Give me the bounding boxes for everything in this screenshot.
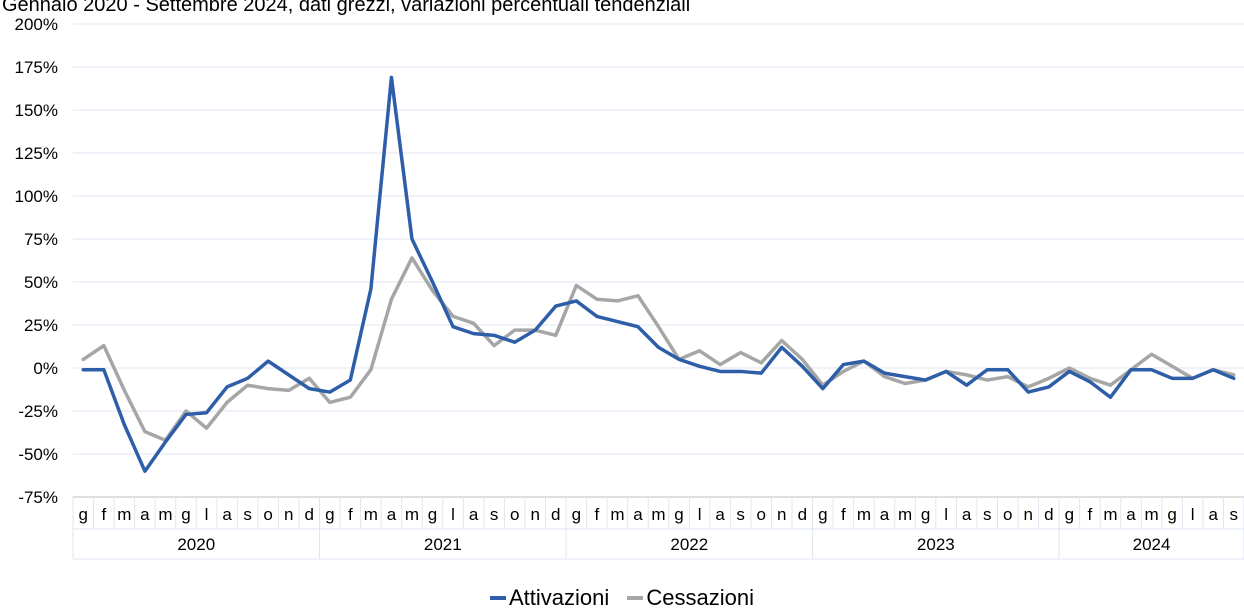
x-tick-label: d [798,505,807,524]
x-tick-label: l [1191,505,1195,524]
x-tick-label: d [1044,505,1053,524]
x-tick-label: g [79,505,88,524]
x-tick-label: n [777,505,786,524]
x-tick-label: s [490,505,499,524]
y-tick-label: 75% [24,230,58,249]
x-tick-label: a [222,505,232,524]
y-tick-label: 0% [33,359,58,378]
x-tick-label: a [1126,505,1136,524]
x-tick-label: g [921,505,930,524]
x-tick-label: f [348,505,353,524]
x-group-label: 2024 [1133,535,1171,554]
x-tick-label: m [1103,505,1117,524]
x-tick-label: g [181,505,190,524]
y-axis: -75% -50% -25% 0% 25% 50% 75% 100% 125% 150% 175% 2… [15,15,58,507]
legend: Attivazioni Cessazioni [0,580,1244,611]
x-tick-label: s [736,505,745,524]
x-tick-label: a [962,505,972,524]
x-tick-label: n [1024,505,1033,524]
x-tick-label: m [158,505,172,524]
series-lines [81,75,1236,473]
x-tick-label: s [243,505,252,524]
series-line-attivazioni [81,75,1236,473]
y-tick-label: -75% [18,488,58,507]
x-tick-label: f [1088,505,1093,524]
x-tick-label: g [572,505,581,524]
y-tick-label: -25% [18,402,58,421]
x-group-label: 2020 [177,535,215,554]
x-tick-label: m [405,505,419,524]
legend-label-cessazioni: Cessazioni [646,585,754,610]
x-tick-label: a [880,505,890,524]
x-tick-label: m [857,505,871,524]
legend-swatch-attivazioni [489,596,506,600]
x-tick-label: l [205,505,209,524]
x-tick-label: s [983,505,992,524]
x-tick-label: o [756,505,765,524]
x-group-label: 2022 [670,535,708,554]
x-tick-label: l [451,505,455,524]
legend-item-cessazioni: Cessazioni [627,585,754,611]
x-tick-label: a [715,505,725,524]
x-tick-label: m [610,505,624,524]
x-group-label: 2023 [917,535,955,554]
x-tick-label: o [1003,505,1012,524]
gridlines [73,23,1244,498]
x-tick-label: o [263,505,272,524]
legend-item-attivazioni: Attivazioni [489,585,610,611]
x-tick-label: f [841,505,846,524]
x-tick-label: m [117,505,131,524]
x-tick-label: g [1065,505,1074,524]
x-tick-label: m [364,505,378,524]
y-tick-label: 100% [15,187,58,206]
x-tick-label: d [551,505,560,524]
y-tick-label: 50% [24,273,58,292]
x-group-label: 2021 [424,535,462,554]
y-tick-label: 150% [15,101,58,120]
x-tick-label: g [428,505,437,524]
x-tick-label: m [651,505,665,524]
y-tick-label: 25% [24,316,58,335]
y-tick-label: 175% [15,58,58,77]
x-tick-label: l [698,505,702,524]
x-tick-label: f [595,505,600,524]
x-tick-label: g [1167,505,1176,524]
y-tick-label: -50% [18,445,58,464]
x-tick-label: m [1144,505,1158,524]
chart-subtitle: Gennaio 2020 - Settembre 2024, dati grez… [2,0,691,16]
legend-label-attivazioni: Attivazioni [508,585,610,610]
x-tick-label: m [898,505,912,524]
x-tick-label: s [1229,505,1238,524]
x-tick-label: a [469,505,479,524]
x-tick-label: n [284,505,293,524]
x-tick-label: a [1208,505,1218,524]
x-tick-label: g [674,505,683,524]
x-tick-label: f [101,505,106,524]
line-chart: -75% -50% -25% 0% 25% 50% 75% 100% 125% 150% 175% 2… [15,15,1244,560]
x-tick-label: a [140,505,150,524]
y-tick-label: 200% [15,15,58,34]
y-tick-label: 125% [15,144,58,163]
x-tick-label: d [305,505,314,524]
x-tick-label: a [633,505,643,524]
x-tick-label: g [818,505,827,524]
x-tick-label: l [944,505,948,524]
x-tick-label: o [510,505,519,524]
legend-swatch-cessazioni [627,596,644,600]
series-line-cessazioni [81,256,1236,442]
x-tick-label: g [325,505,334,524]
x-tick-label: a [387,505,397,524]
x-tick-label: n [531,505,540,524]
